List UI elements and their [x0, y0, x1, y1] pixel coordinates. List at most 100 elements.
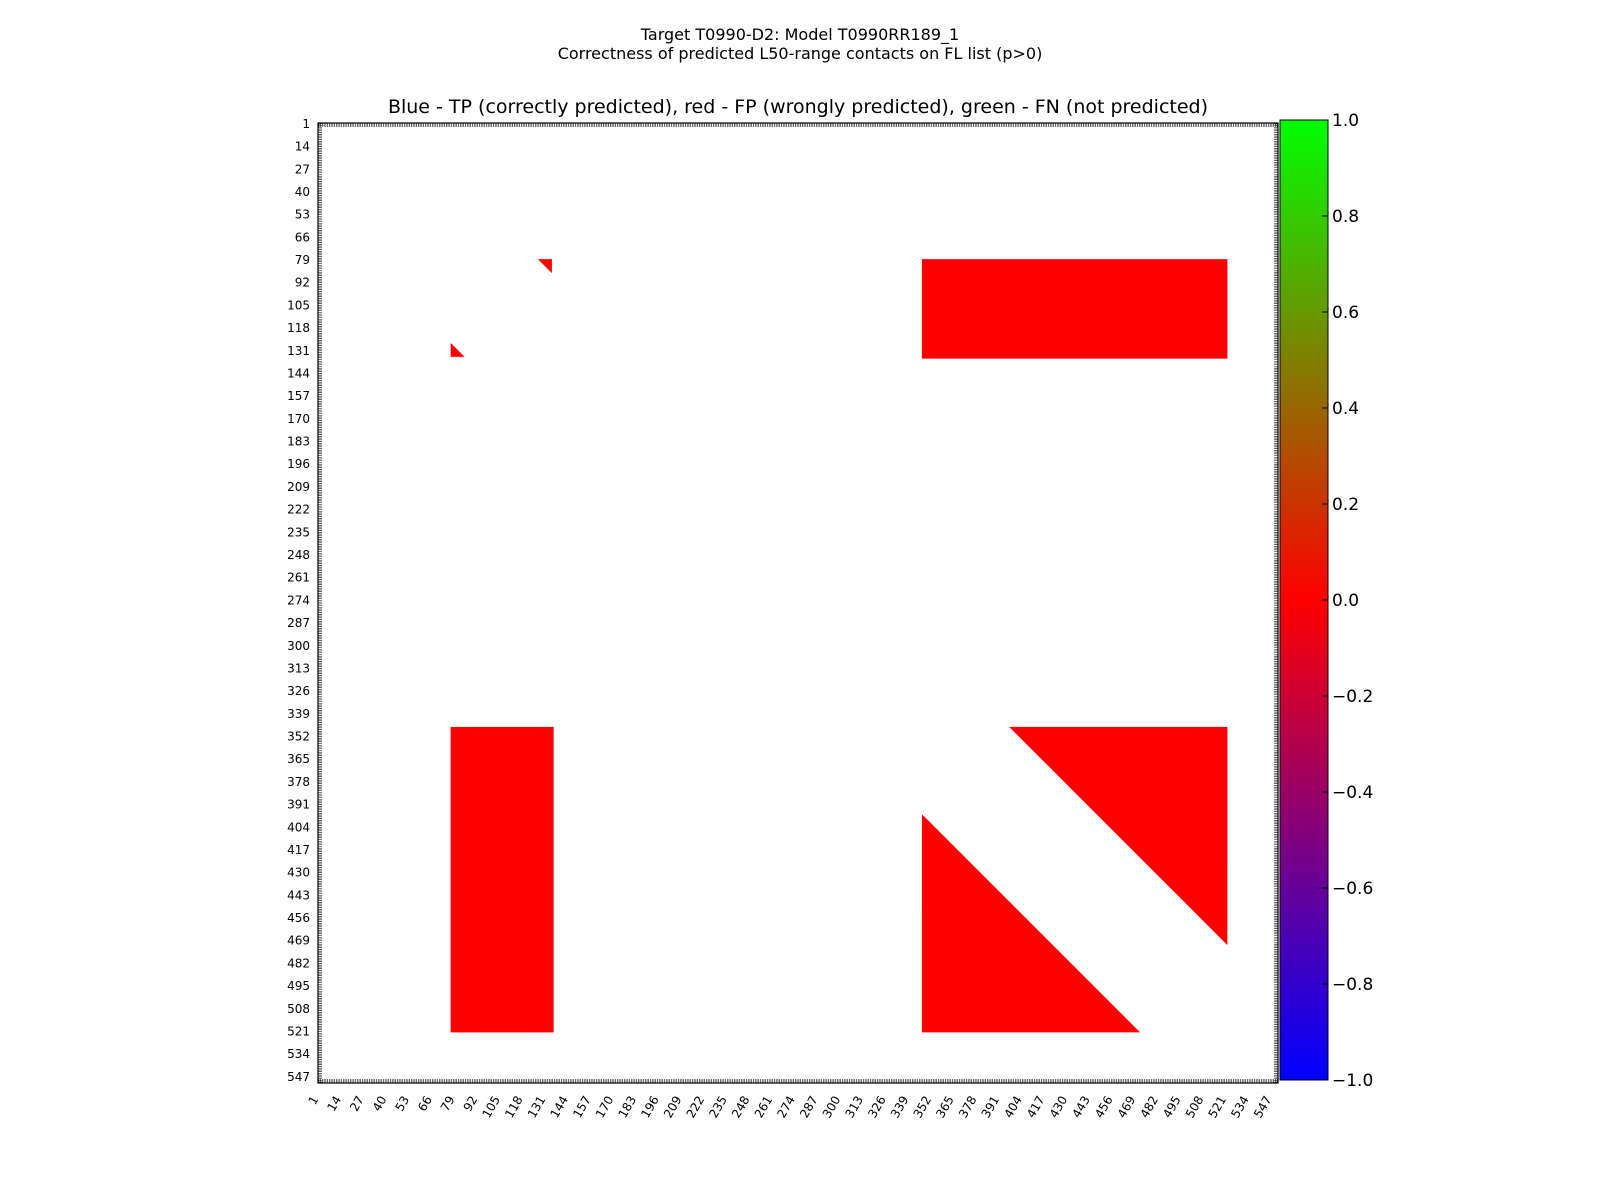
y-tick-label: 118 [287, 321, 310, 335]
x-tick-label: 339 [888, 1094, 912, 1121]
x-tick-label: 1 [306, 1094, 322, 1108]
colorbar: 1.0 0.8 0.6 0.4 0.2 0.0 −0.2 −0.4 −0.6 −0.8 −1.0 [1279, 111, 1373, 1091]
x-tick-label: 196 [638, 1094, 662, 1121]
contact-region-4 [450, 726, 554, 1033]
x-tick-label: 14 [324, 1094, 344, 1114]
colorbar-tick-label: −0.2 [1332, 687, 1373, 707]
x-tick-label: 222 [684, 1094, 708, 1121]
y-tick-label: 105 [287, 298, 310, 312]
y-tick-label: 261 [287, 571, 310, 585]
y-tick-label: 456 [287, 911, 310, 925]
y-tick-label: 339 [287, 707, 310, 721]
y-tick-label: 79 [295, 253, 310, 267]
y-tick-label: 482 [287, 956, 310, 970]
x-tick-label: 443 [1069, 1094, 1093, 1121]
minor-ticks [318, 123, 1278, 1083]
x-tick-label: 508 [1183, 1094, 1207, 1121]
x-tick-label: 92 [461, 1094, 481, 1114]
colorbar-tick-label: 1.0 [1332, 111, 1359, 131]
x-tick-label: 105 [479, 1094, 503, 1121]
y-tick-label: 40 [295, 185, 310, 199]
colorbar-gradient [1279, 119, 1329, 1081]
chart-title-line1: Target T0990-D2: Model T0990RR189_1 [640, 25, 960, 44]
colorbar-tick-label: −0.4 [1332, 783, 1373, 803]
x-tick-label: 482 [1137, 1094, 1161, 1121]
y-tick-label: 534 [287, 1047, 310, 1061]
y-tick-label: 183 [287, 435, 310, 449]
x-tick-label: 118 [502, 1094, 526, 1121]
y-tick-label: 521 [287, 1025, 310, 1039]
x-tick-label: 521 [1206, 1094, 1230, 1121]
y-tick-label: 443 [287, 888, 310, 902]
y-tick-label: 235 [287, 525, 310, 539]
x-tick-label: 352 [911, 1094, 935, 1121]
x-tick-label: 391 [979, 1094, 1003, 1121]
chart-subtitle: Blue - TP (correctly predicted), red - F… [387, 96, 1209, 118]
x-tick-label: 170 [593, 1094, 617, 1121]
x-tick-label: 157 [570, 1094, 594, 1121]
y-tick-label: 170 [287, 412, 310, 426]
y-tick-label: 495 [287, 979, 310, 993]
colorbar-tick-label: −0.8 [1332, 975, 1373, 995]
x-tick-label: 183 [616, 1094, 640, 1121]
x-tick-label: 534 [1228, 1094, 1252, 1121]
contact-region-6 [921, 814, 1141, 1033]
x-tick-label: 274 [774, 1094, 798, 1121]
y-tick-label: 274 [287, 593, 310, 607]
colorbar-tick-label: 0.8 [1332, 207, 1359, 227]
x-tick-label: 248 [729, 1094, 753, 1121]
x-tick-label: 430 [1047, 1094, 1071, 1121]
y-tick-label: 313 [287, 661, 310, 675]
y-tick-label: 248 [287, 548, 310, 562]
x-tick-label: 66 [415, 1094, 435, 1114]
heatmap-plot-area [317, 122, 1279, 1084]
x-axis: 1 14 27 40 53 66 79 92 105 118 131 144 157 170 183 196 2… [306, 1094, 1275, 1121]
y-tick-label: 157 [287, 389, 310, 403]
y-tick-label: 547 [287, 1070, 310, 1084]
colorbar-tick-label: 0.6 [1332, 303, 1359, 323]
y-tick-label: 144 [287, 366, 310, 380]
y-tick-label: 404 [287, 820, 310, 834]
x-tick-label: 209 [661, 1094, 685, 1121]
x-tick-label: 27 [347, 1094, 367, 1114]
y-tick-label: 196 [287, 457, 310, 471]
y-tick-label: 209 [287, 480, 310, 494]
x-tick-label: 131 [525, 1094, 549, 1121]
y-tick-label: 469 [287, 934, 310, 948]
x-tick-label: 235 [706, 1094, 730, 1121]
colorbar-tick-label: 0.2 [1332, 495, 1359, 515]
x-tick-label: 404 [1001, 1094, 1025, 1121]
y-tick-label: 1 [302, 117, 310, 131]
x-tick-label: 144 [547, 1094, 571, 1121]
y-tick-label: 27 [295, 162, 310, 176]
contact-region-3 [921, 259, 1228, 359]
colorbar-tick-label: −0.6 [1332, 879, 1373, 899]
y-tick-label: 430 [287, 866, 310, 880]
chart-title-line2: Correctness of predicted L50-range conta… [557, 44, 1043, 63]
y-tick-label: 326 [287, 684, 310, 698]
colorbar-tick-label: 0.0 [1332, 591, 1359, 611]
colorbar-tick-label: −1.0 [1332, 1071, 1373, 1091]
contact-region-5 [1009, 726, 1228, 946]
y-tick-label: 417 [287, 843, 310, 857]
y-tick-label: 365 [287, 752, 310, 766]
y-tick-label: 66 [295, 230, 310, 244]
x-tick-label: 53 [392, 1094, 412, 1114]
x-tick-label: 495 [1160, 1094, 1184, 1121]
colorbar-tick-label: 0.4 [1332, 399, 1359, 419]
y-tick-label: 378 [287, 775, 310, 789]
x-tick-label: 287 [797, 1094, 821, 1121]
y-tick-label: 508 [287, 1002, 310, 1016]
y-tick-label: 352 [287, 730, 310, 744]
y-tick-label: 222 [287, 503, 310, 517]
y-tick-label: 287 [287, 616, 310, 630]
contact-region-2 [450, 342, 465, 357]
y-tick-label: 14 [295, 140, 310, 154]
x-tick-label: 456 [1092, 1094, 1116, 1121]
x-tick-label: 417 [1024, 1094, 1048, 1121]
y-tick-label: 300 [287, 639, 310, 653]
y-axis: 1 14 27 40 53 66 79 92 105 118 131 144 157 170 183 196 2… [287, 117, 310, 1084]
y-tick-label: 131 [287, 344, 310, 358]
x-tick-label: 300 [820, 1094, 844, 1121]
